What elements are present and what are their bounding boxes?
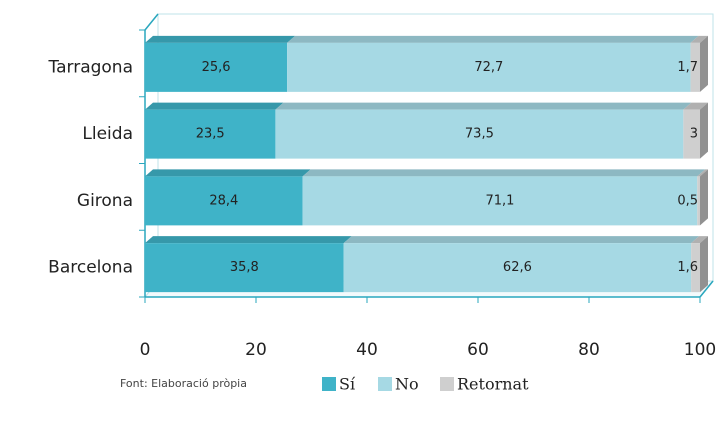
bar-segment <box>683 109 700 159</box>
bar-top <box>302 169 706 177</box>
bar-top <box>287 35 699 43</box>
value-label: 35,8 <box>230 260 259 275</box>
legend-swatch <box>378 377 392 391</box>
legend-label: Sí <box>339 375 356 394</box>
value-label: 72,7 <box>474 60 503 75</box>
value-label: 62,6 <box>503 260 532 275</box>
source-note: Font: Elaboració pròpia <box>120 377 247 390</box>
bar-top <box>691 236 708 244</box>
x-tick-label: 100 <box>684 340 716 360</box>
bar-segment <box>697 176 700 226</box>
bar-segment <box>145 109 276 159</box>
bar-top <box>690 35 708 43</box>
value-label: 3 <box>690 127 698 142</box>
x-axis-depth <box>699 280 714 298</box>
legend-swatch <box>440 377 454 391</box>
value-label: 1,6 <box>677 260 698 275</box>
bar-side <box>700 35 708 92</box>
bar-top <box>145 236 352 244</box>
bar-segment <box>343 243 692 293</box>
x-tick-label: 40 <box>356 340 378 360</box>
bar-top <box>683 102 708 110</box>
bar-top <box>697 169 708 177</box>
x-tick-label: 80 <box>578 340 600 360</box>
bar-segment <box>690 42 700 92</box>
bar-side <box>700 102 708 159</box>
legend-label: No <box>395 375 419 394</box>
legend-swatch <box>322 377 336 391</box>
bar-top <box>343 236 700 244</box>
category-label: Barcelona <box>48 258 133 278</box>
category-label: Lleida <box>82 124 133 144</box>
x-tick-label: 60 <box>467 340 489 360</box>
value-label: 25,6 <box>202 60 231 75</box>
bar-top <box>145 102 284 110</box>
value-label: 1,7 <box>677 60 698 75</box>
category-label: Girona <box>77 191 133 211</box>
value-label: 23,5 <box>196 127 225 142</box>
bar-segment <box>287 42 691 92</box>
value-label: 73,5 <box>465 127 494 142</box>
bar-side <box>700 169 708 226</box>
bar-segment <box>302 176 698 226</box>
value-label: 28,4 <box>209 193 238 208</box>
x-tick-label: 0 <box>140 340 151 360</box>
bar-segment <box>145 176 303 226</box>
bar-segment <box>275 109 684 159</box>
bar-top <box>275 102 692 110</box>
bar-segment <box>691 243 700 293</box>
x-tick-label: 20 <box>245 340 267 360</box>
value-label: 71,1 <box>485 193 514 208</box>
legend-label: Retornat <box>457 375 529 394</box>
bar-segment <box>145 42 288 92</box>
bar-top <box>145 169 311 177</box>
bar-top <box>145 35 296 43</box>
value-label: 0,5 <box>677 193 698 208</box>
bar-segment <box>145 243 344 293</box>
category-label: Tarragona <box>48 57 133 77</box>
bar-side <box>700 236 708 293</box>
y-axis-depth <box>144 13 159 31</box>
